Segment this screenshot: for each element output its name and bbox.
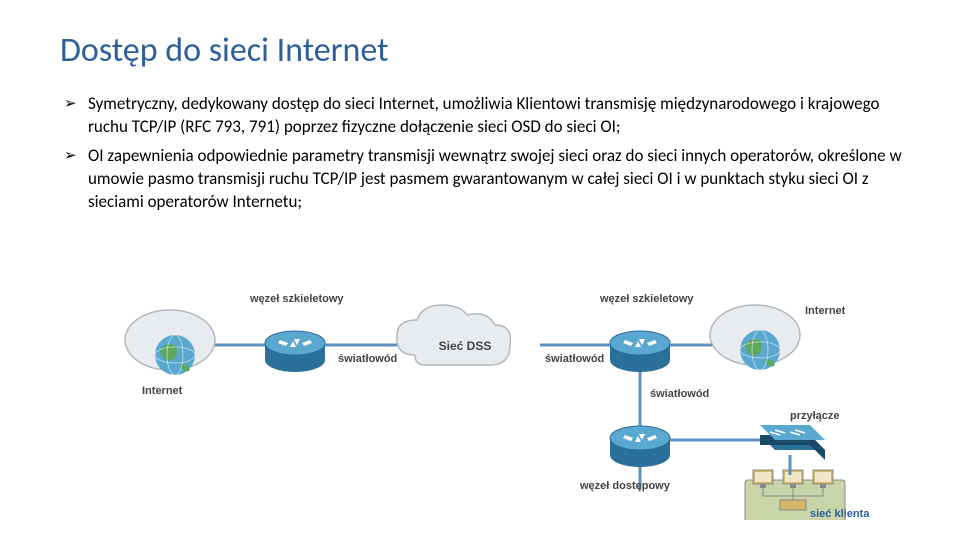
label-swiatlowod-r: światłowód	[545, 353, 604, 365]
slide-container: Dostęp do sieci Internet Symetryczny, de…	[0, 0, 960, 540]
bullet-list: Symetryczny, dedykowany dostęp do sieci …	[60, 93, 910, 214]
label-internet-l: Internet	[142, 385, 182, 397]
label-wezel-dostepowy: węzeł dostępowy	[580, 480, 670, 492]
bullet-item: OI zapewnienia odpowiednie parametry tra…	[60, 145, 910, 214]
label-internet-r: Internet	[805, 305, 845, 317]
label-swiatlowod-l: światłowód	[338, 353, 397, 365]
label-siec-klienta: sieć klienta	[810, 508, 869, 520]
bullet-item: Symetryczny, dedykowany dostęp do sieci …	[60, 93, 910, 139]
label-szkieletowy-r: węzeł szkieletowy	[600, 293, 694, 305]
label-szkieletowy-l: węzeł szkieletowy	[250, 293, 344, 305]
cloud-label: Sieć DSS	[439, 339, 492, 353]
label-swiatlowod-v: światłowód	[650, 388, 709, 400]
slide-title: Dostęp do sieci Internet	[60, 30, 910, 71]
network-diagram: Sieć DSS	[120, 280, 880, 520]
label-przylacze: przyłącze	[790, 410, 840, 422]
